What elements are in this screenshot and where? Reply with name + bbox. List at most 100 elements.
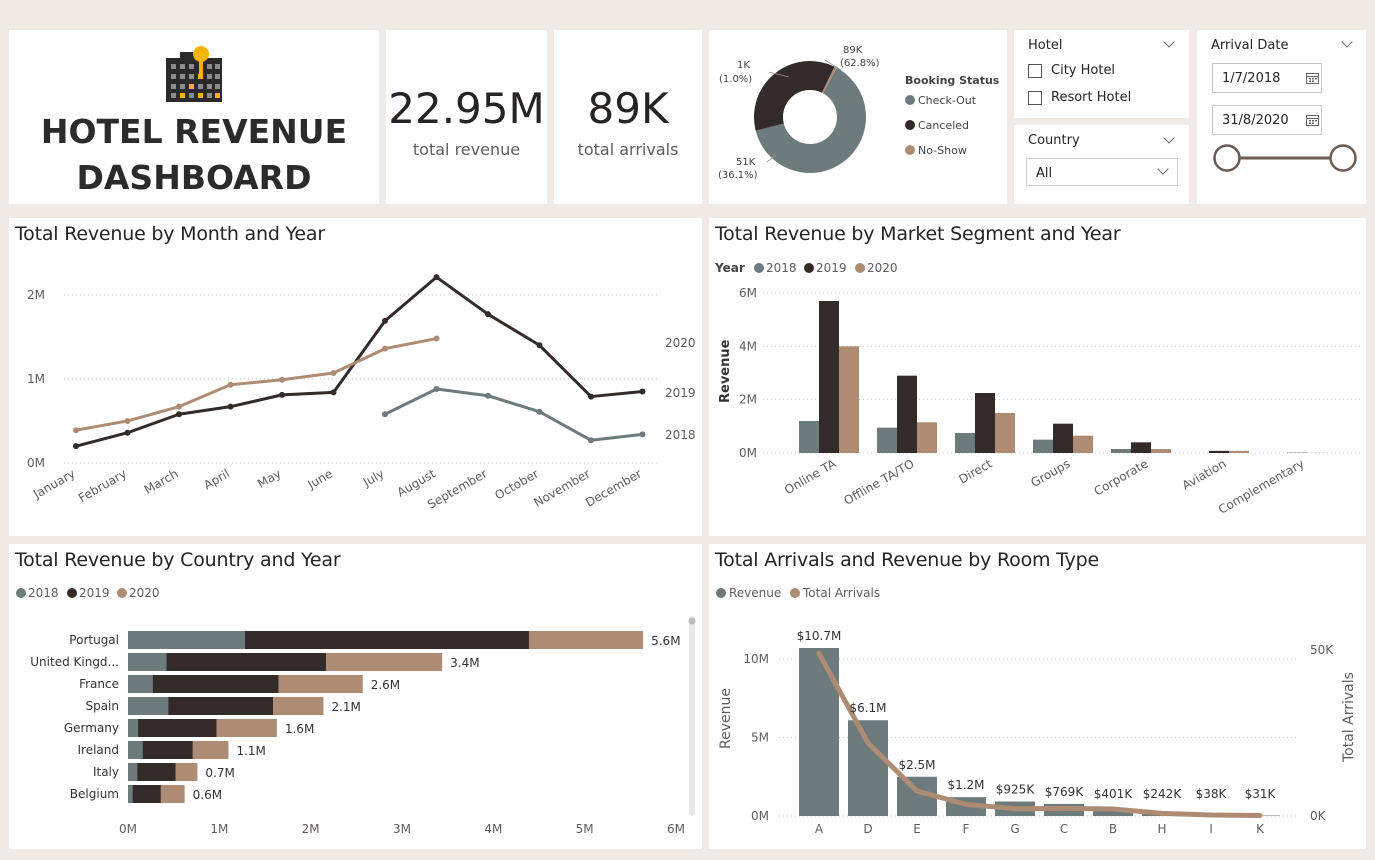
- month-chart-card: Total Revenue by Month and Year 0M 1M 2M J…: [9, 218, 702, 536]
- bar-value-label: $242K: [1143, 787, 1183, 801]
- legend-label-2019[interactable]: 2019: [79, 586, 110, 600]
- country-dropdown[interactable]: All: [1026, 158, 1178, 186]
- legend-label-noshow[interactable]: No-Show: [918, 144, 967, 157]
- slider-end-handle[interactable]: [1329, 144, 1357, 172]
- booking-status-legend-title: Booking Status: [905, 74, 1000, 87]
- donut-label-canceled-pct: (36.1%): [718, 170, 758, 181]
- legend-label-checkout[interactable]: Check-Out: [918, 94, 977, 107]
- bar-segment-2020: [278, 675, 363, 693]
- hotel-option-resort[interactable]: Resort Hotel: [1028, 90, 1131, 105]
- segment-chart-card: Total Revenue by Market Segment and Year…: [709, 218, 1366, 536]
- checkbox[interactable]: [1028, 90, 1042, 105]
- bar-2020: [839, 346, 859, 453]
- bar-2020: [1073, 435, 1093, 453]
- dashboard-title-line1: HOTEL REVENUE: [40, 112, 348, 151]
- bar-segment-2018: [128, 741, 143, 759]
- hotel-slicer-title: Hotel: [1028, 38, 1063, 53]
- data-point-2020: [124, 417, 131, 424]
- segment-y-axis-label: Revenue: [718, 339, 733, 403]
- bar-2020: [1151, 449, 1171, 453]
- bar-2019: [1209, 450, 1229, 453]
- data-point-2020: [433, 335, 440, 342]
- donut-label-checkout-pct: (62.8%): [840, 58, 880, 69]
- x-tick-label: 6M: [667, 822, 685, 836]
- country-chart-title: Total Revenue by Country and Year: [15, 549, 341, 571]
- chevron-down-icon[interactable]: [1163, 36, 1175, 48]
- legend-marker-canceled: [905, 120, 915, 130]
- bar-segment-2020: [273, 697, 324, 715]
- data-point-2019: [124, 429, 131, 436]
- kpi-label: total revenue: [412, 140, 521, 159]
- calendar-icon[interactable]: [1306, 72, 1319, 84]
- x-tick-label: November: [531, 466, 592, 509]
- chevron-down-icon[interactable]: [1163, 132, 1175, 144]
- data-point-2018: [382, 411, 388, 418]
- legend-label-canceled[interactable]: Canceled: [918, 119, 969, 132]
- legend-label-arrivals[interactable]: Total Arrivals: [802, 586, 880, 600]
- bar-total-label: 0.6M: [193, 788, 222, 802]
- bar-segment-2019: [137, 763, 176, 781]
- legend-label-revenue[interactable]: Revenue: [729, 586, 781, 600]
- arrival-start-date-input[interactable]: 1/7/2018: [1212, 63, 1322, 93]
- header-card: HOTEL REVENUE DASHBOARD: [9, 30, 379, 204]
- arrival-date-slicer-title: Arrival Date: [1211, 38, 1289, 53]
- legend-marker-2018: [754, 263, 764, 273]
- legend-label-2018[interactable]: 2018: [28, 586, 59, 600]
- data-point-2019: [433, 274, 440, 281]
- kpi-value: 22.95M: [388, 84, 545, 133]
- country-slicer-title: Country: [1028, 133, 1080, 148]
- y-tick-label: 10M: [743, 652, 769, 666]
- country-label: Italy: [93, 765, 119, 779]
- x-tick-label: Aviation: [1180, 456, 1229, 492]
- x-tick-label: 5M: [576, 822, 594, 836]
- hotel-option-city[interactable]: City Hotel: [1028, 63, 1115, 78]
- bar-2018: [1111, 449, 1131, 453]
- country-bar-chart[interactable]: 2018 2019 2020 Portugal 5.6M United Kingd.…: [9, 544, 702, 849]
- room-chart-card: Total Arrivals and Revenue by Room Type …: [709, 544, 1366, 849]
- data-point-2018: [536, 408, 543, 415]
- x-tick-label: D: [863, 822, 872, 836]
- series-label-2020: 2020: [665, 336, 696, 350]
- bar-value-label: $769K: [1045, 785, 1085, 799]
- legend-label-2018[interactable]: 2018: [766, 261, 797, 275]
- chevron-down-icon[interactable]: [1341, 36, 1353, 48]
- slider-start-handle[interactable]: [1213, 144, 1241, 172]
- data-point-2019: [176, 411, 182, 418]
- calendar-icon[interactable]: [1306, 114, 1319, 126]
- x-tick-label: I: [1209, 822, 1213, 836]
- data-point-2020: [330, 370, 337, 377]
- room-y-axis-label: Revenue: [718, 688, 734, 749]
- checkbox[interactable]: [1028, 63, 1042, 78]
- bar-total-label: 3.4M: [450, 656, 479, 670]
- bar-value-label: $10.7M: [797, 629, 842, 643]
- leader-line-canceled: [766, 154, 777, 163]
- x-tick-label: Offline TA/TO: [841, 456, 916, 507]
- dashboard-title-line2: DASHBOARD: [76, 158, 312, 197]
- country-label: Ireland: [77, 743, 119, 757]
- month-chart-title: Total Revenue by Month and Year: [15, 223, 325, 245]
- date-range-slider[interactable]: [1197, 138, 1366, 178]
- y-tick-label: 2M: [739, 393, 757, 407]
- x-tick-label: December: [583, 466, 644, 509]
- data-point-2019: [73, 443, 79, 450]
- bar-revenue: [1093, 809, 1133, 816]
- x-tick-label: August: [395, 466, 439, 499]
- data-point-2020: [73, 427, 79, 434]
- legend-label-2020[interactable]: 2020: [129, 586, 160, 600]
- x-tick-label: B: [1109, 822, 1117, 836]
- bar-segment-2019: [168, 697, 274, 715]
- bar-total-label: 0.7M: [205, 766, 234, 780]
- booking-status-donut[interactable]: 89K (62.8%) 51K (36.1%) 1K (1.0%) Bookin…: [709, 30, 1007, 204]
- segment-bar-chart[interactable]: Year 2018 2019 2020 Revenue 0M 2M 4M 6M Onl…: [709, 218, 1366, 536]
- bar-2018: [877, 427, 897, 453]
- arrival-end-date-input[interactable]: 31/8/2020: [1212, 105, 1322, 135]
- data-point-2019: [639, 388, 646, 395]
- data-point-2019: [536, 342, 543, 349]
- x-tick-label: 0M: [119, 822, 137, 836]
- legend-label-2020[interactable]: 2020: [867, 261, 898, 275]
- legend-label-2019[interactable]: 2019: [816, 261, 847, 275]
- room-combo-chart[interactable]: Revenue Total Arrivals Revenue Total Arr…: [709, 544, 1366, 849]
- scrollbar-thumb[interactable]: [688, 617, 696, 625]
- vertical-scrollbar[interactable]: [689, 616, 695, 816]
